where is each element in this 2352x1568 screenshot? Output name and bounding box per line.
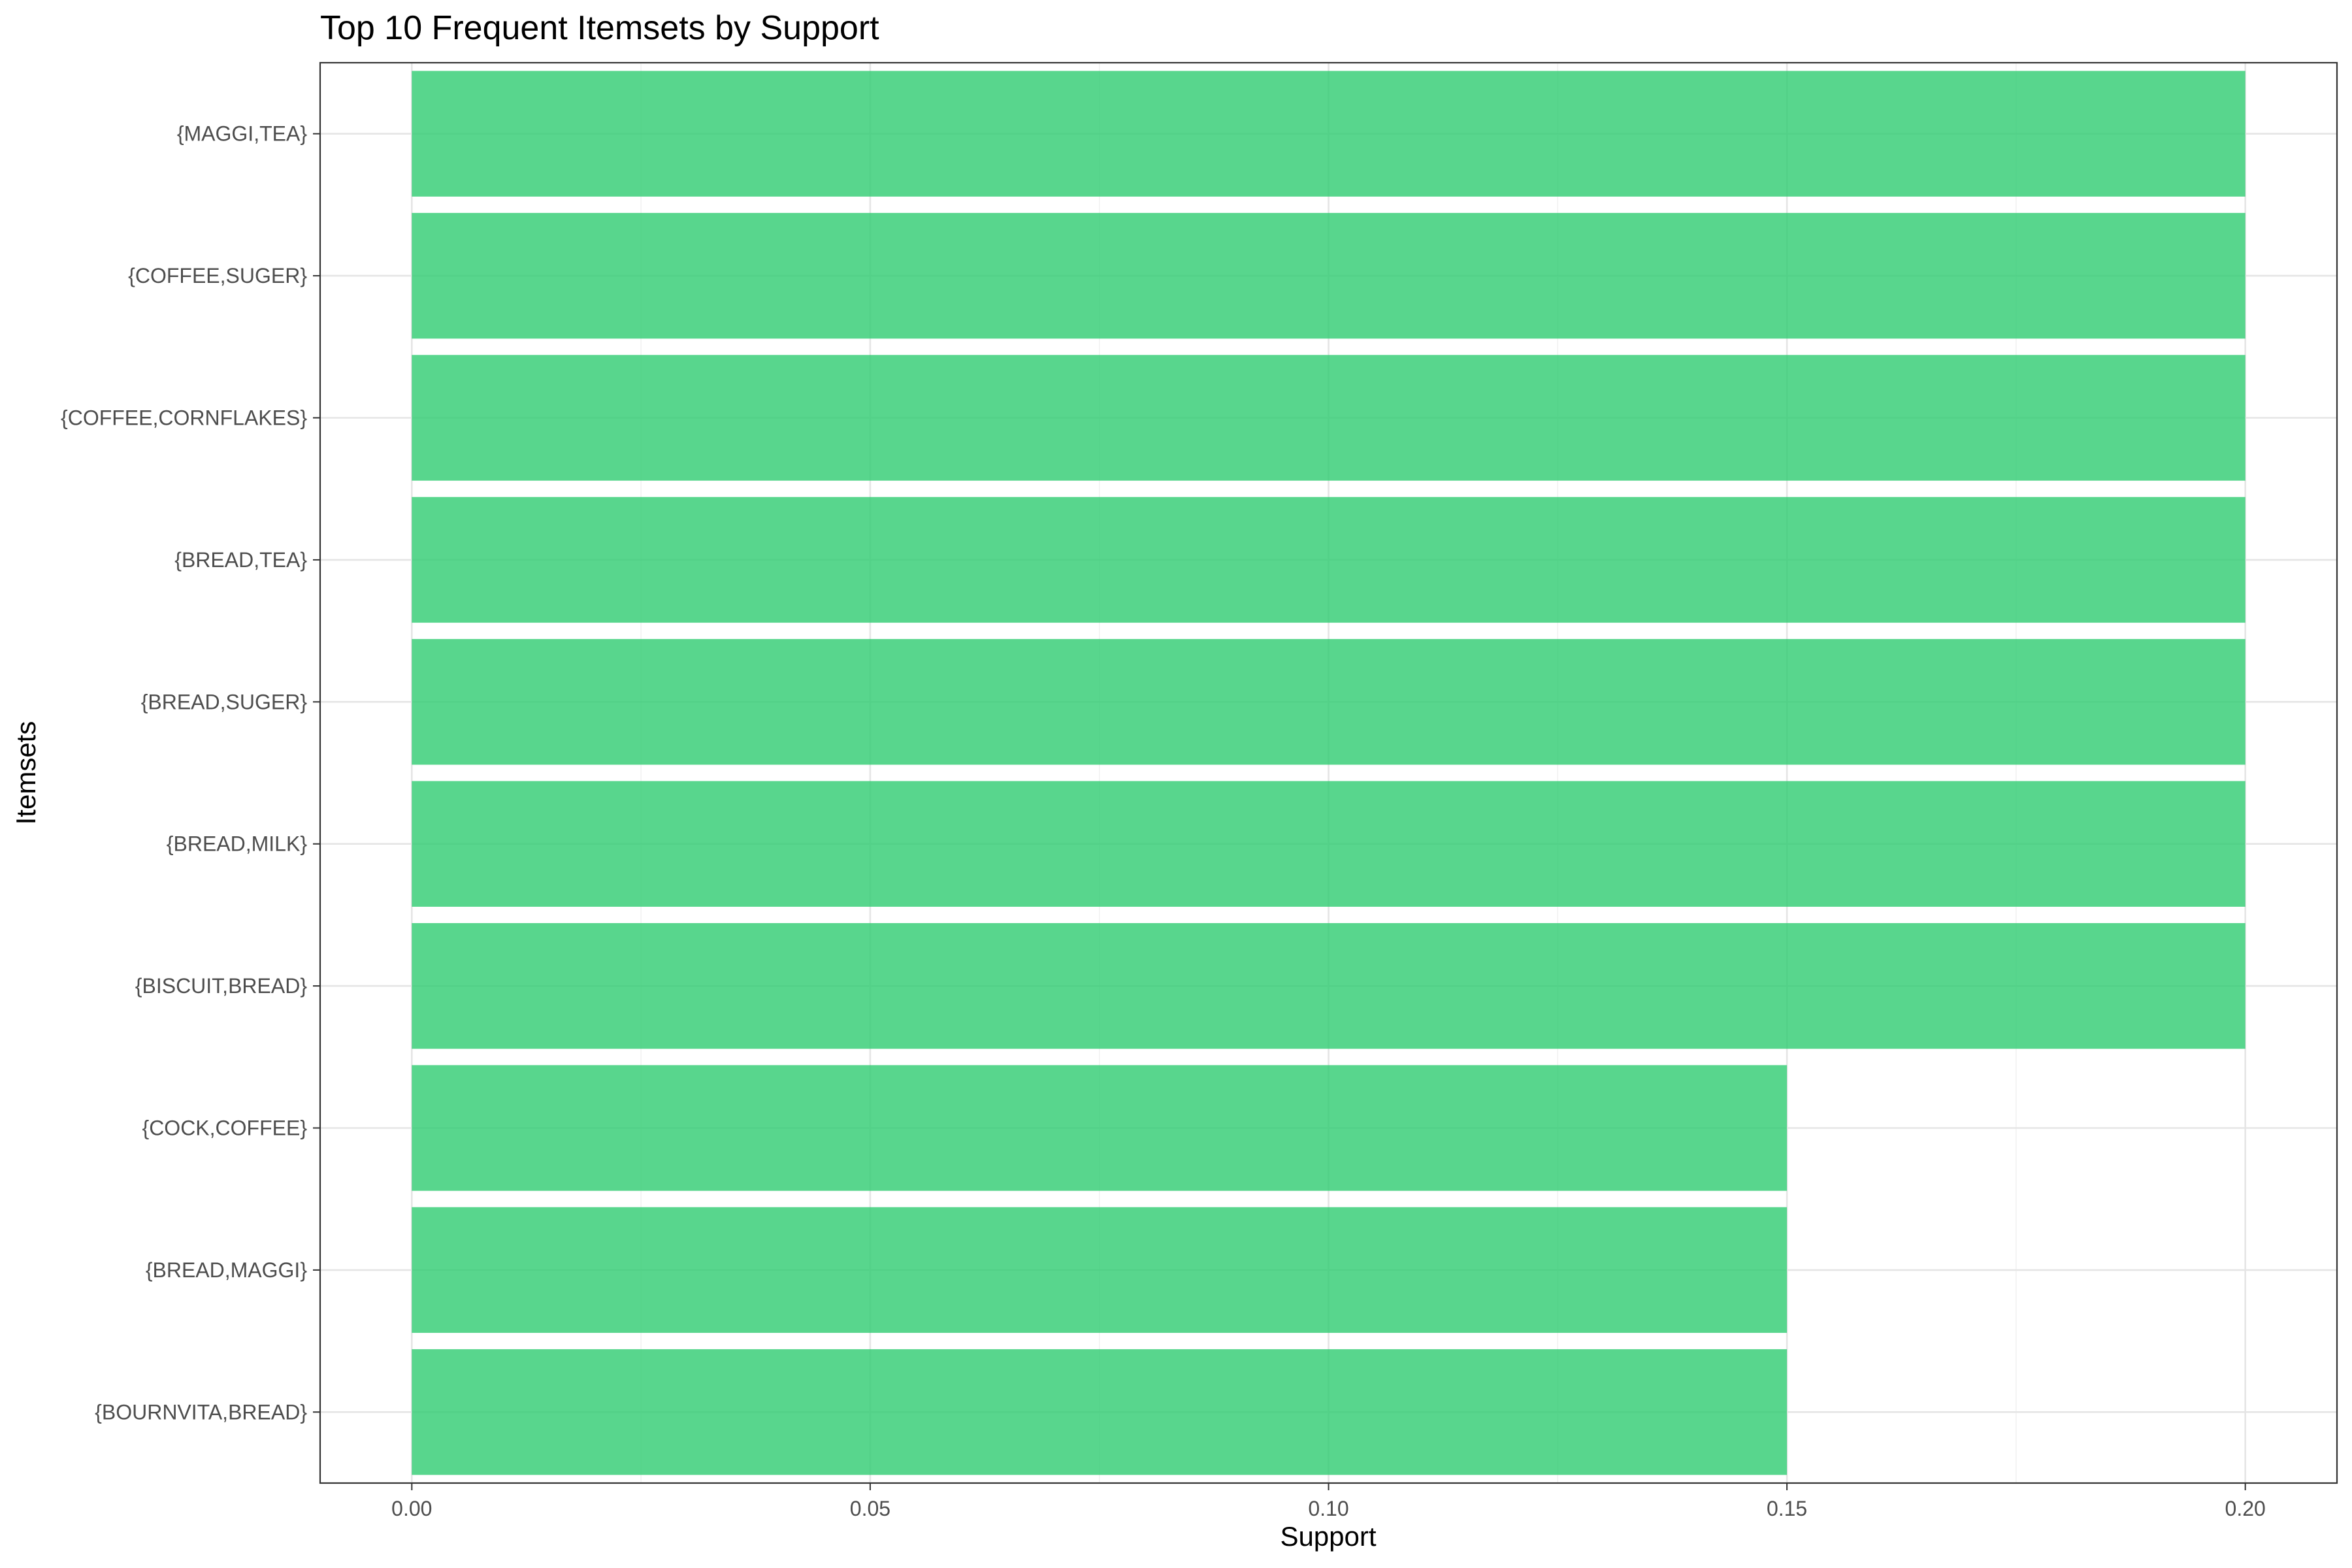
x-axis-title: Support (1280, 1521, 1376, 1552)
bar (412, 1207, 1788, 1333)
y-axis-ticks: {MAGGI,TEA} {COFFEE,SUGER} {COFFEE,CORNFLA… (61, 122, 320, 1424)
y-tick-label: {COFFEE,SUGER} (128, 264, 307, 287)
y-axis-title: Itemsets (10, 721, 41, 825)
x-tick-label: 0.10 (1308, 1497, 1348, 1520)
bar (412, 212, 2246, 339)
bar (412, 355, 2246, 481)
y-tick-label: {MAGGI,TEA} (177, 122, 307, 146)
bars (412, 71, 2246, 1475)
bar (412, 1349, 1788, 1475)
bar (412, 71, 2246, 197)
y-tick-label: {BREAD,MAGGI} (146, 1258, 308, 1282)
x-axis-ticks: 0.00 0.05 0.10 0.15 0.20 (391, 1483, 2266, 1520)
y-tick-label: {BREAD,TEA} (174, 548, 307, 572)
y-tick-label: {BREAD,MILK} (167, 832, 308, 856)
y-tick-label: {COFFEE,CORNFLAKES} (61, 406, 307, 430)
x-tick-label: 0.15 (1767, 1497, 1807, 1520)
y-tick-label: {BREAD,SUGER} (141, 690, 308, 713)
x-tick-label: 0.05 (850, 1497, 890, 1520)
bar (412, 1065, 1788, 1191)
y-tick-label: {COCK,COFFEE} (142, 1117, 308, 1140)
y-tick-label: {BISCUIT,BREAD} (135, 974, 308, 998)
bar (412, 497, 2246, 623)
x-tick-label: 0.20 (2225, 1497, 2266, 1520)
bar (412, 923, 2246, 1049)
bar (412, 639, 2246, 765)
x-tick-label: 0.00 (391, 1497, 432, 1520)
y-tick-label: {BOURNVITA,BREAD} (95, 1400, 307, 1424)
bar (412, 781, 2246, 907)
chart-title: Top 10 Frequent Itemsets by Support (320, 9, 879, 47)
